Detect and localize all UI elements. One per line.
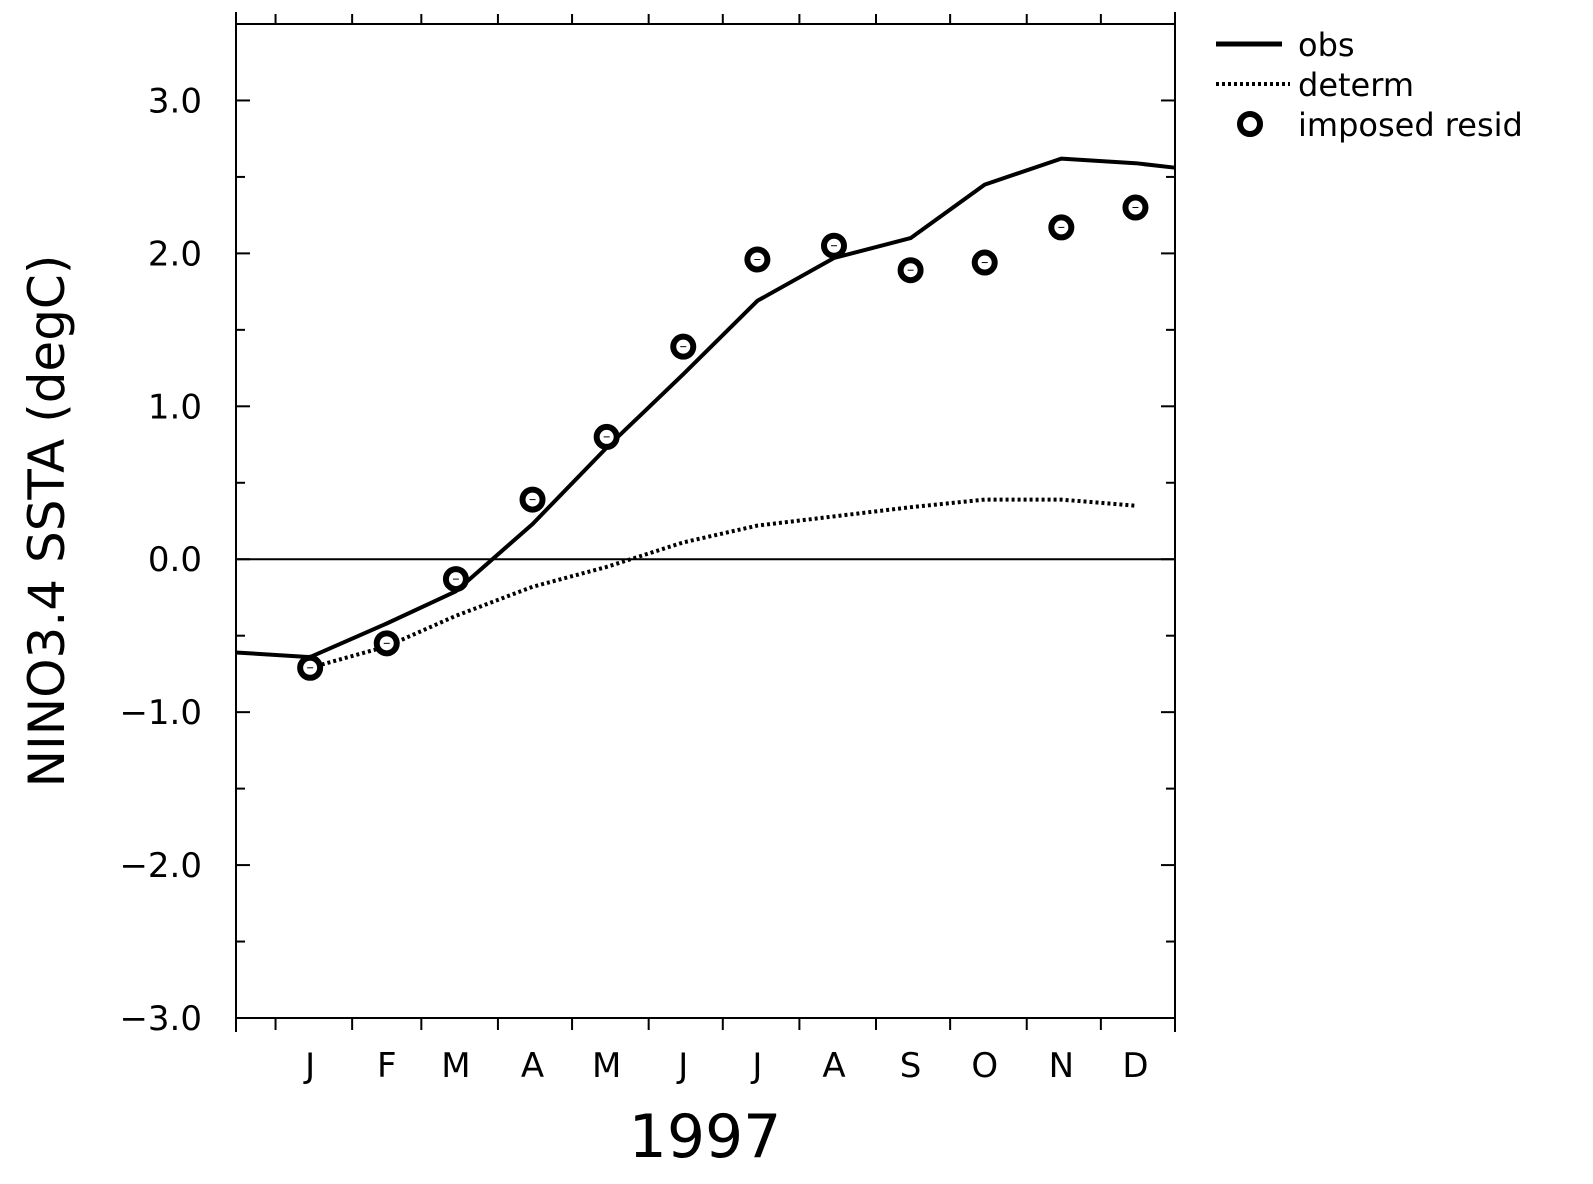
legend-label-determ: determ bbox=[1298, 66, 1414, 104]
y-tick-labels: −3.0 −2.0 −1.0 0.0 1.0 2.0 3.0 bbox=[119, 81, 202, 1039]
data-point bbox=[373, 630, 400, 657]
x-tick-label: O bbox=[971, 1046, 998, 1086]
x-axis-label: 1997 bbox=[629, 1102, 782, 1172]
legend-label-imposed-resid: imposed resid bbox=[1298, 106, 1523, 144]
x-tick-label: J bbox=[303, 1046, 315, 1086]
data-point bbox=[744, 246, 771, 273]
x-tick-label: D bbox=[1122, 1046, 1148, 1086]
axis-ticks bbox=[235, 12, 1176, 1032]
y-axis-label: NINO3.4 SSTA (degC) bbox=[18, 255, 76, 788]
data-point bbox=[820, 232, 847, 259]
x-tick-label: S bbox=[900, 1046, 922, 1086]
x-tick-label: M bbox=[441, 1046, 470, 1086]
legend-label-obs: obs bbox=[1298, 26, 1355, 64]
legend: obs determ imposed resid bbox=[1216, 26, 1523, 144]
data-point bbox=[971, 249, 998, 276]
y-tick-label: 3.0 bbox=[148, 81, 202, 121]
y-tick-label: 1.0 bbox=[148, 387, 202, 427]
data-point bbox=[442, 566, 469, 593]
y-tick-label: −3.0 bbox=[119, 999, 202, 1039]
x-tick-label: N bbox=[1049, 1046, 1074, 1086]
x-tick-label: A bbox=[822, 1046, 845, 1086]
x-tick-label: J bbox=[676, 1046, 688, 1086]
y-tick-label: 0.0 bbox=[148, 540, 202, 580]
series-line-determ bbox=[309, 497, 1136, 670]
data-point bbox=[593, 423, 620, 450]
series-obs bbox=[235, 156, 1176, 660]
series-layer bbox=[235, 156, 1176, 681]
y-tick-label: −2.0 bbox=[119, 846, 202, 886]
legend-marker-imposed-resid bbox=[1237, 111, 1263, 137]
data-point bbox=[519, 486, 546, 513]
series-imposed-resid bbox=[297, 194, 1149, 681]
x-tick-label: A bbox=[521, 1046, 544, 1086]
plot-frame bbox=[235, 23, 1176, 1019]
x-tick-label: J bbox=[750, 1046, 762, 1086]
y-tick-label: 2.0 bbox=[148, 234, 202, 274]
data-point bbox=[297, 654, 324, 681]
data-point bbox=[897, 257, 924, 284]
series-line-obs bbox=[235, 156, 1176, 660]
x-tick-label: F bbox=[377, 1046, 397, 1086]
y-tick-label: −1.0 bbox=[119, 693, 202, 733]
series-determ bbox=[309, 497, 1136, 670]
data-point bbox=[1122, 194, 1149, 221]
data-point bbox=[670, 333, 697, 360]
data-point bbox=[1048, 214, 1075, 241]
x-tick-label: M bbox=[592, 1046, 621, 1086]
